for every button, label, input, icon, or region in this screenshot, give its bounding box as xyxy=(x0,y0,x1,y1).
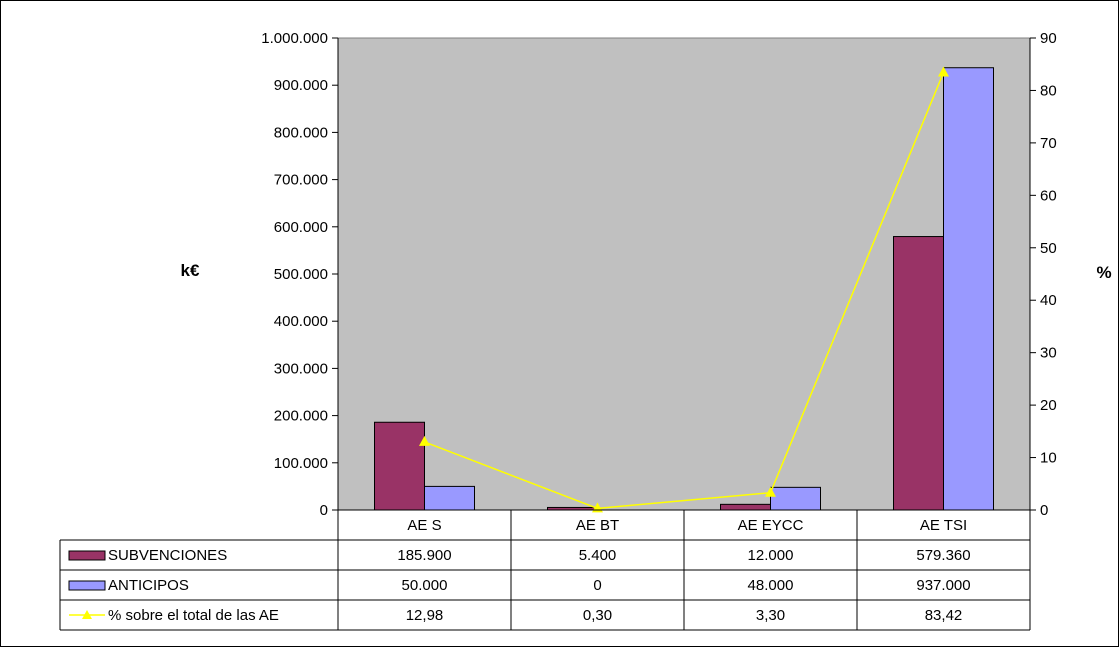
bar-anticipos-3 xyxy=(943,67,994,511)
right-tick-label: 80 xyxy=(1040,82,1057,99)
table-value-cell: 83,42 xyxy=(925,607,963,624)
legend-label: SUBVENCIONES xyxy=(108,547,227,564)
percent-point-marker xyxy=(419,435,430,446)
percent-line-path xyxy=(424,72,945,510)
left-tick-label: 600.000 xyxy=(274,219,328,236)
right-axis-ticks: 0 10 20 30 40 50 60 70 80 90 xyxy=(1030,30,1057,519)
table-value-cell: 579.360 xyxy=(916,547,970,564)
bar-marks xyxy=(374,67,994,511)
left-tick-label: 200.000 xyxy=(274,408,328,425)
legend-key-anticipos xyxy=(68,580,106,591)
axes xyxy=(337,38,1031,510)
right-tick-label: 30 xyxy=(1040,345,1057,362)
right-tick-label: 20 xyxy=(1040,397,1057,414)
legend-label: % sobre el total de las AE xyxy=(108,607,279,624)
left-tick-label: 400.000 xyxy=(274,313,328,330)
percent-point-marker xyxy=(765,486,776,497)
right-tick-label: 70 xyxy=(1040,135,1057,152)
left-tick-label: 100.000 xyxy=(274,455,328,472)
bar-subvenciones-3 xyxy=(893,236,944,511)
left-axis-title: k€ xyxy=(181,261,200,280)
left-tick-label: 500.000 xyxy=(274,266,328,283)
percent-point-marker xyxy=(938,66,949,77)
table-value-cell: 12.000 xyxy=(748,547,794,564)
left-tick-label: 1.000.000 xyxy=(261,30,328,47)
right-tick-label: 0 xyxy=(1040,502,1048,519)
table-value-cell: 3,30 xyxy=(756,607,785,624)
table-value-cell: 0 xyxy=(593,577,601,594)
right-tick-label: 40 xyxy=(1040,292,1057,309)
bar-anticipos-0 xyxy=(424,485,475,511)
right-tick-label: 60 xyxy=(1040,187,1057,204)
left-tick-label: 800.000 xyxy=(274,124,328,141)
legend-key-marker xyxy=(82,610,92,619)
category-label: AE TSI xyxy=(920,517,967,534)
right-tick-label: 10 xyxy=(1040,450,1057,467)
left-axis-ticks: 0 100.000 200.000 300.000 400.000 500.000 600.… xyxy=(261,30,338,519)
left-tick-label: 700.000 xyxy=(274,172,328,189)
right-tick-label: 50 xyxy=(1040,240,1057,257)
table-value-cell: 937.000 xyxy=(916,577,970,594)
right-tick-label: 90 xyxy=(1040,30,1057,47)
table-value-cell: 5.400 xyxy=(579,547,617,564)
table-value-cell: 185.900 xyxy=(397,547,451,564)
left-tick-label: 0 xyxy=(320,502,328,519)
legend-label: ANTICIPOS xyxy=(108,577,189,594)
table-value-cell: 48.000 xyxy=(748,577,794,594)
category-label: AE BT xyxy=(576,517,619,534)
bar-anticipos-2 xyxy=(770,486,821,511)
left-tick-label: 300.000 xyxy=(274,360,328,377)
category-label: AE EYCC xyxy=(738,517,804,534)
data-table: AE S AE BT AE EYCC AE TSI SUBVENCIONES 185.90… xyxy=(59,509,1031,631)
bar-subvenciones-0 xyxy=(374,421,425,511)
table-value-cell: 0,30 xyxy=(583,607,612,624)
table-value-cell: 12,98 xyxy=(406,607,444,624)
left-tick-label: 900.000 xyxy=(274,77,328,94)
right-axis-title: % xyxy=(1096,263,1111,282)
bar-subvenciones-2 xyxy=(720,503,771,511)
table-value-cell: 50.000 xyxy=(402,577,448,594)
category-label: AE S xyxy=(407,517,441,534)
legend-key-subvenciones xyxy=(68,550,106,561)
